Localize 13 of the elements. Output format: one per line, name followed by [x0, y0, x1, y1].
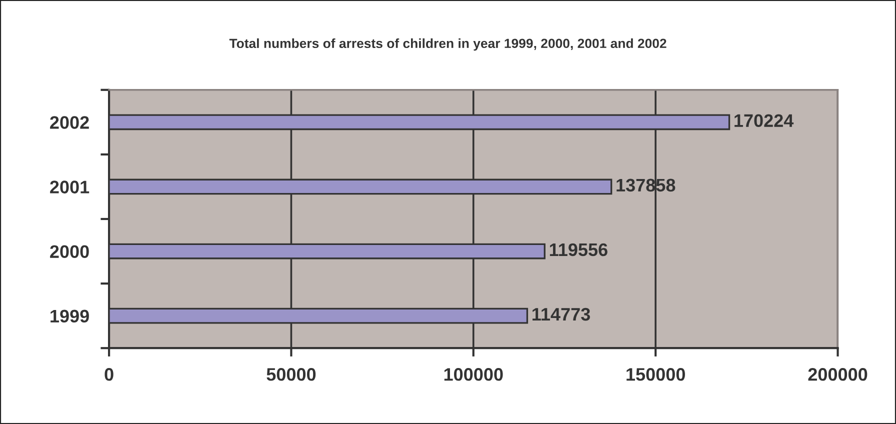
- y-tick-label: 1999: [50, 310, 89, 323]
- x-tick-label: 150000: [626, 368, 685, 381]
- data-label: 170224: [734, 114, 794, 128]
- y-tick-label: 2000: [50, 245, 89, 258]
- y-tick-label: 2002: [50, 116, 89, 129]
- chart-title: Total numbers of arrests of children in year 1999, 2000, 2001 and 2002: [229, 38, 666, 51]
- x-tick-label: 200000: [808, 368, 868, 381]
- y-tick-label: 2001: [50, 180, 90, 194]
- data-label: 119556: [550, 243, 608, 256]
- x-tick-label: 100000: [444, 368, 503, 381]
- data-label: 114773: [532, 308, 590, 321]
- x-tick-label: 0: [104, 368, 114, 381]
- x-tick-label: 50000: [266, 368, 316, 381]
